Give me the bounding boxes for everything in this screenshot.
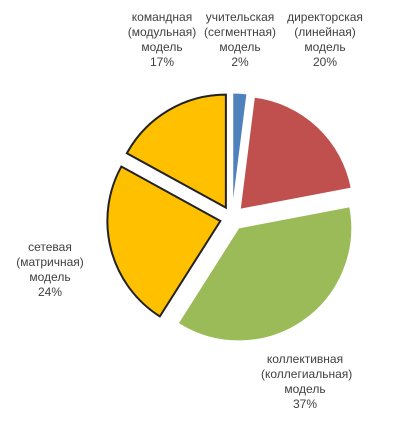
slice-value-label: 20% [312,55,338,69]
slice-label: директорская (линейная) модель [287,10,363,54]
slice-value-label: 24% [37,285,63,299]
slice-label: сетевая (матричная) модель [16,240,84,284]
slice-label: командная (модульная) модель [127,10,197,54]
pie-slice [106,165,222,318]
slice-label: коллективная (коллегиальная) модель [261,352,353,396]
pie-slice [232,92,248,207]
slice-value-label: 2% [231,55,249,69]
pie-slice [239,96,352,210]
slice-label: учительская (сегментная) модель [204,10,276,54]
slice-value-label: 17% [149,55,175,69]
pie-slice [177,206,353,342]
pie-slice [125,93,227,210]
slice-value-label: 37% [292,397,318,411]
